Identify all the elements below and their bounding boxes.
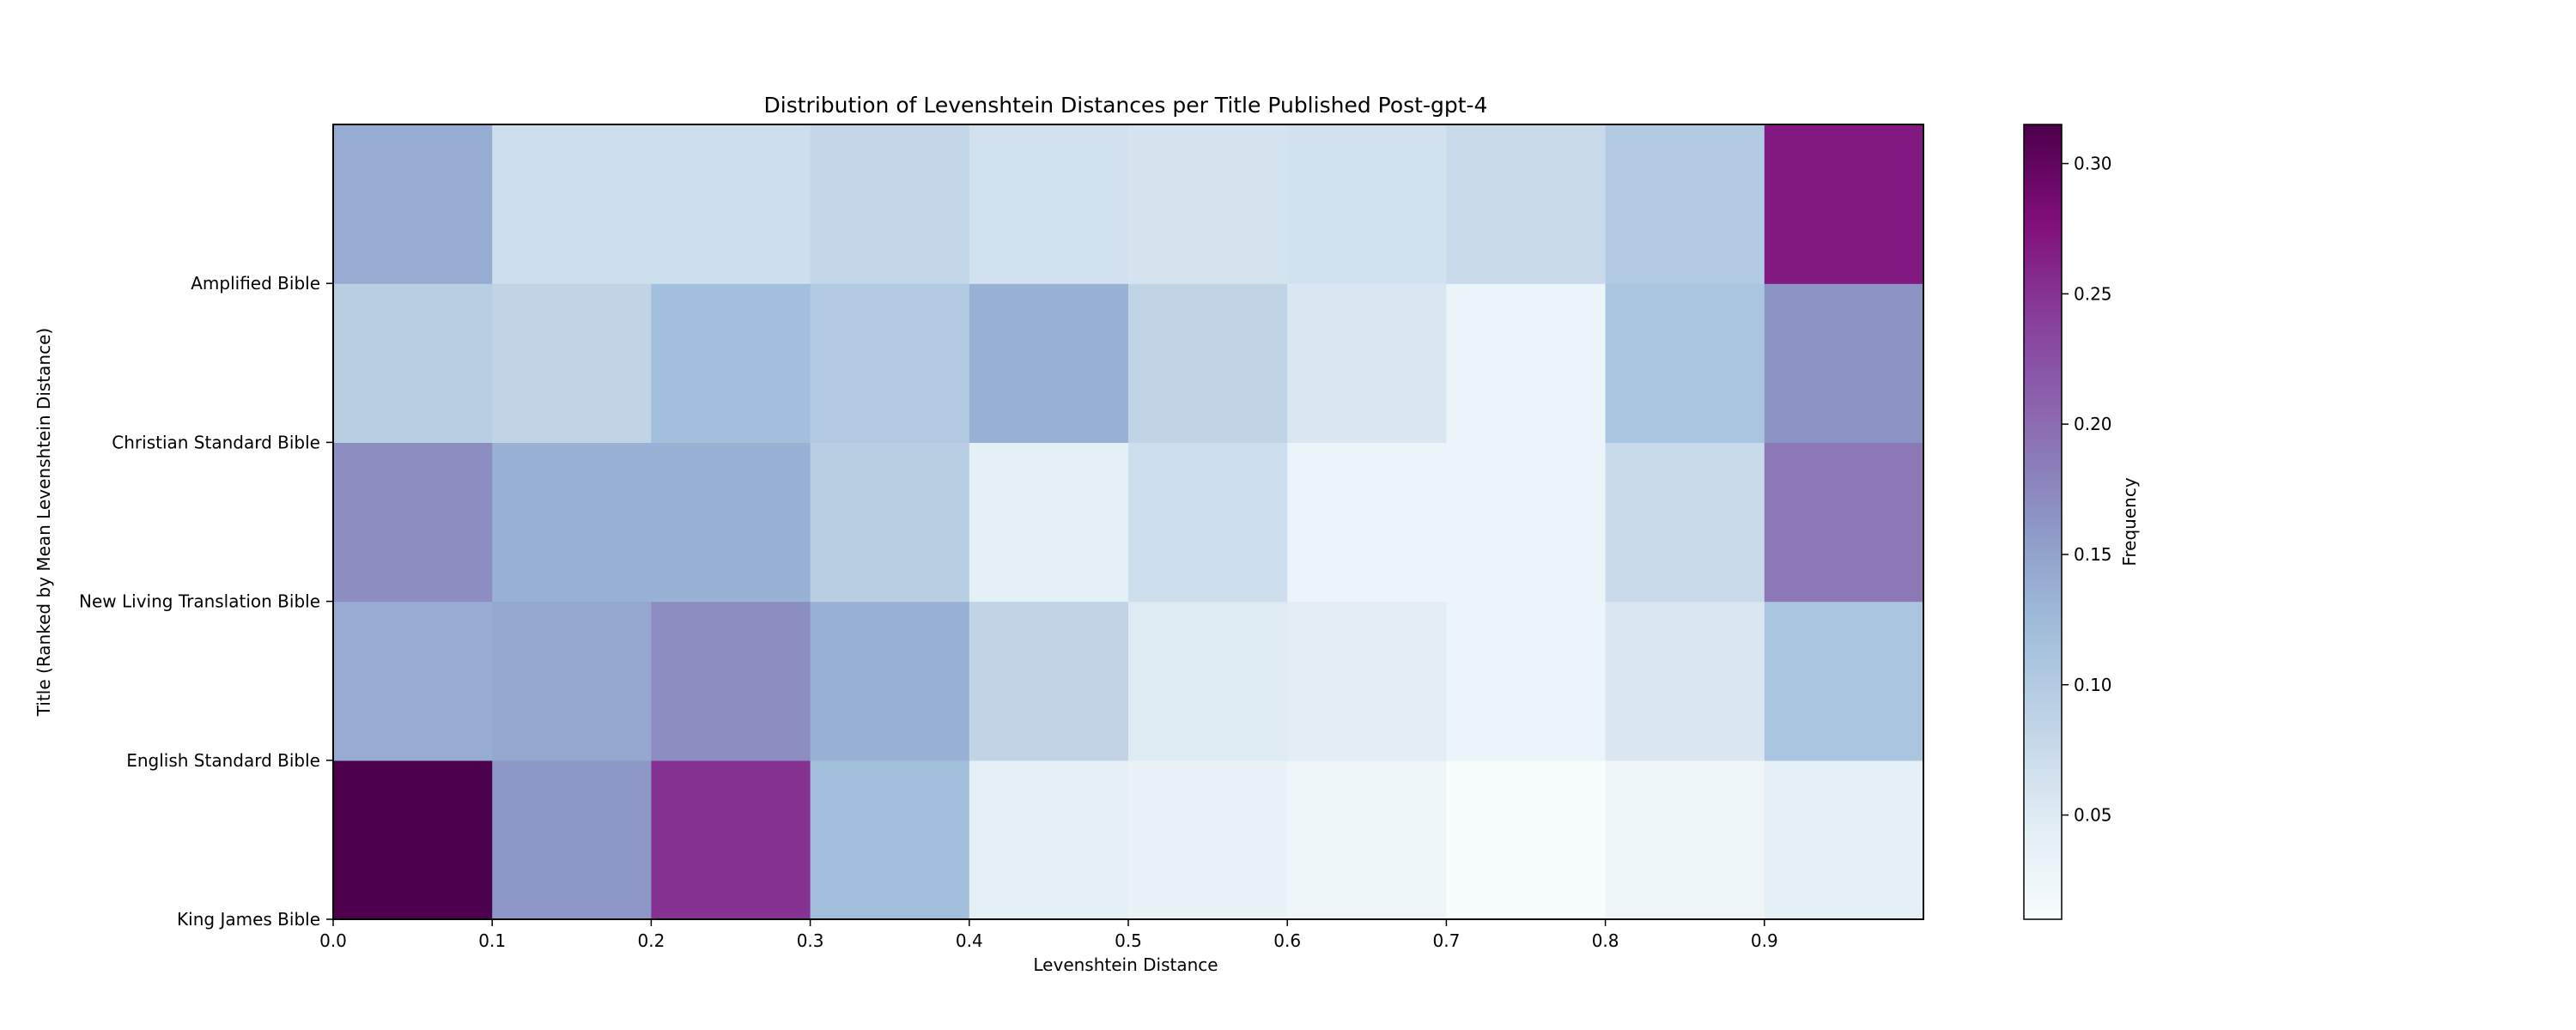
heatmap-cell bbox=[651, 283, 811, 443]
x-tick-label: 0.7 bbox=[1432, 930, 1460, 951]
heatmap-cell bbox=[492, 760, 652, 920]
heatmap-cell bbox=[969, 601, 1129, 761]
heatmap-cell bbox=[333, 124, 493, 284]
heatmap-cell bbox=[1128, 760, 1288, 920]
x-tick-label: 0.2 bbox=[637, 930, 665, 951]
heatmap-cell bbox=[1287, 601, 1447, 761]
y-tick-label: Amplified Bible bbox=[191, 273, 320, 294]
heatmap-cell bbox=[333, 601, 493, 761]
heatmap-cell bbox=[1128, 601, 1288, 761]
x-tick-label: 0.9 bbox=[1751, 930, 1778, 951]
heatmap-cell bbox=[810, 760, 970, 920]
heatmap-cell bbox=[1287, 442, 1447, 603]
heatmap-cell bbox=[651, 760, 811, 920]
heatmap-cell bbox=[1764, 124, 1924, 284]
x-tick-label: 0.5 bbox=[1115, 930, 1142, 951]
colorbar bbox=[2023, 124, 2063, 920]
heatmap-cell bbox=[1605, 283, 1765, 443]
heatmap-cell bbox=[969, 442, 1129, 603]
heatmap-cell bbox=[1605, 760, 1765, 920]
heatmap-cell bbox=[1764, 760, 1924, 920]
x-tick-label: 0.8 bbox=[1592, 930, 1619, 951]
heatmap-cell bbox=[333, 283, 493, 443]
x-axis-label: Levenshtein Distance bbox=[1033, 954, 1218, 975]
heatmap-cell bbox=[651, 124, 811, 284]
colorbar-tick-label: 0.30 bbox=[2074, 154, 2112, 174]
heatmap-cell bbox=[1128, 442, 1288, 603]
heatmap-cell bbox=[333, 442, 493, 603]
y-tick-label: English Standard Bible bbox=[126, 750, 320, 771]
colorbar-tick-label: 0.15 bbox=[2074, 544, 2112, 565]
heatmap-cell bbox=[492, 601, 652, 761]
heatmap-cell bbox=[810, 283, 970, 443]
heatmap-cell bbox=[810, 601, 970, 761]
heatmap-cell bbox=[1605, 124, 1765, 284]
heatmap-cell bbox=[1287, 760, 1447, 920]
heatmap-cell bbox=[1128, 124, 1288, 284]
y-tick-label: New Living Translation Bible bbox=[79, 591, 320, 612]
heatmap-cells bbox=[333, 124, 1924, 920]
y-tick-label: King James Bible bbox=[177, 909, 320, 930]
heatmap-cell bbox=[969, 760, 1129, 920]
heatmap-cell bbox=[1446, 760, 1607, 920]
x-tick-label: 0.1 bbox=[478, 930, 506, 951]
heatmap-cell bbox=[1764, 442, 1924, 603]
heatmap-cell bbox=[1764, 601, 1924, 761]
heatmap-cell bbox=[1446, 601, 1607, 761]
colorbar-ticks: 0.05 0.10 0.15 0.20 0.25 0.30 bbox=[2062, 154, 2112, 826]
heatmap-cell bbox=[1446, 283, 1607, 443]
x-axis: 0.0 0.1 0.2 0.3 0.4 0.5 0.6 0.7 0.8 0.9 bbox=[319, 919, 1778, 951]
colorbar-tick-label: 0.05 bbox=[2074, 805, 2112, 826]
heatmap-cell bbox=[492, 283, 652, 443]
heatmap-cell bbox=[1446, 442, 1607, 603]
heatmap-cell bbox=[810, 442, 970, 603]
heatmap-cell bbox=[492, 124, 652, 284]
y-axis: King James Bible English Standard Bible Ne… bbox=[79, 273, 333, 930]
x-tick-label: 0.6 bbox=[1273, 930, 1301, 951]
heatmap-cell bbox=[810, 124, 970, 284]
y-tick-label: Christian Standard Bible bbox=[112, 432, 320, 452]
colorbar-label: Frequency bbox=[2119, 477, 2140, 566]
heatmap-cell bbox=[333, 760, 493, 920]
heatmap-cell bbox=[1287, 283, 1447, 443]
heatmap-cell bbox=[1764, 283, 1924, 443]
heatmap-cell bbox=[651, 442, 811, 603]
heatmap-cell bbox=[1446, 124, 1607, 284]
heatmap-cell bbox=[1128, 283, 1288, 443]
heatmap-cell bbox=[1605, 442, 1765, 603]
heatmap-cell bbox=[1287, 124, 1447, 284]
x-tick-label: 0.4 bbox=[956, 930, 983, 951]
heatmap-cell bbox=[1605, 601, 1765, 761]
colorbar-tick-label: 0.25 bbox=[2074, 283, 2112, 304]
heatmap-cell bbox=[651, 601, 811, 761]
x-tick-label: 0.0 bbox=[319, 930, 347, 951]
heatmap-cell bbox=[969, 124, 1129, 284]
heatmap-cell bbox=[969, 283, 1129, 443]
y-axis-label: Title (Ranked by Mean Levenshtein Distan… bbox=[33, 328, 54, 717]
heatmap-cell bbox=[492, 442, 652, 603]
colorbar-tick-label: 0.20 bbox=[2074, 414, 2112, 434]
x-tick-label: 0.3 bbox=[797, 930, 824, 951]
colorbar-tick-label: 0.10 bbox=[2074, 675, 2112, 695]
chart-title: Distribution of Levenshtein Distances pe… bbox=[764, 93, 1488, 118]
